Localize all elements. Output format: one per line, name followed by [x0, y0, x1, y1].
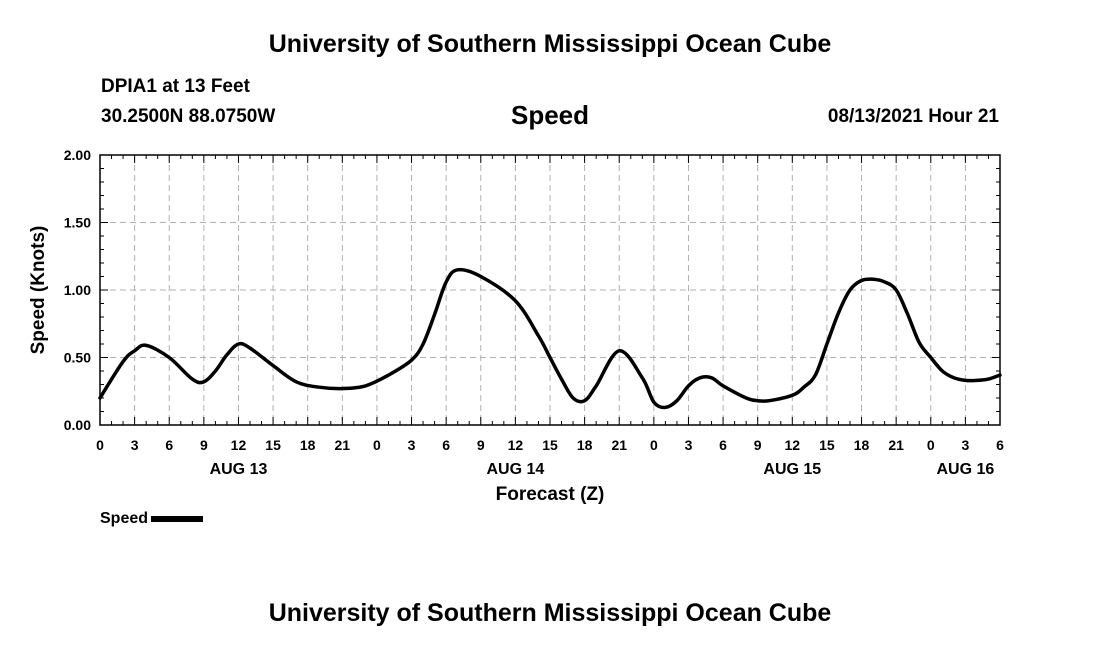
x-tick-label: 3 [961, 437, 969, 453]
date-label: AUG 16 [936, 461, 994, 478]
x-tick-label: 9 [200, 437, 208, 453]
footer-org-title: University of Southern Mississippi Ocean… [268, 599, 832, 627]
x-tick-label: 0 [373, 437, 381, 453]
x-tick-label: 3 [131, 437, 139, 453]
legend: Speed [100, 510, 204, 528]
y-axis-title: Speed (Knots) [28, 226, 49, 355]
x-tick-label: 12 [785, 437, 801, 453]
org-title: University of Southern Mississippi Ocean… [268, 30, 832, 58]
speed-series-line [98, 267, 1002, 410]
x-tick-label: 15 [265, 437, 281, 453]
grid-lines [100, 155, 1000, 425]
x-tick-label: 12 [231, 437, 247, 453]
x-tick-label: 21 [335, 437, 351, 453]
x-tick-label: 6 [719, 437, 727, 453]
x-tick-label: 12 [508, 437, 524, 453]
y-tick-label: 1.50 [64, 215, 91, 231]
x-tick-label: 6 [442, 437, 450, 453]
axis-ticks [99, 154, 1001, 426]
x-tick-label: 6 [165, 437, 173, 453]
x-tick-label: 15 [542, 437, 558, 453]
x-tick-label: 18 [854, 437, 870, 453]
x-tick-label: 3 [408, 437, 416, 453]
x-tick-label: 15 [819, 437, 835, 453]
x-tick-label: 0 [927, 437, 935, 453]
x-tick-label: 9 [477, 437, 485, 453]
x-tick-label: 9 [754, 437, 762, 453]
x-tick-label: 18 [300, 437, 316, 453]
x-tick-label: 0 [96, 437, 104, 453]
y-tick-label: 2.00 [64, 147, 91, 163]
station-label: DPIA1 at 13 Feet [101, 76, 250, 97]
forecast-datetime: 08/13/2021 Hour 21 [827, 106, 999, 127]
x-tick-label: 21 [611, 437, 627, 453]
x-tick-label: 18 [577, 437, 593, 453]
legend-label: Speed [100, 510, 149, 527]
date-label: AUG 13 [210, 461, 268, 478]
x-tick-label: 6 [996, 437, 1004, 453]
x-axis-title: Forecast (Z) [496, 484, 605, 505]
coordinates-label: 30.2500N 88.0750W [101, 106, 276, 127]
x-tick-label: 21 [888, 437, 904, 453]
y-tick-label: 1.00 [64, 282, 91, 298]
y-tick-label: 0.00 [64, 417, 91, 433]
x-tick-label: 0 [650, 437, 658, 453]
x-tick-label: 3 [685, 437, 693, 453]
plot-title: Speed [510, 100, 590, 130]
y-tick-label: 0.50 [64, 350, 91, 366]
date-label: AUG 15 [763, 461, 821, 478]
axis-labels: 0 3 6 9 12 15 18 21 0 3 6 9 12 15 18 21 0 3 6 9 12 15 18 21 0 3 6 0… [64, 147, 1004, 478]
date-label: AUG 14 [486, 461, 544, 478]
legend-swatch [151, 516, 204, 522]
